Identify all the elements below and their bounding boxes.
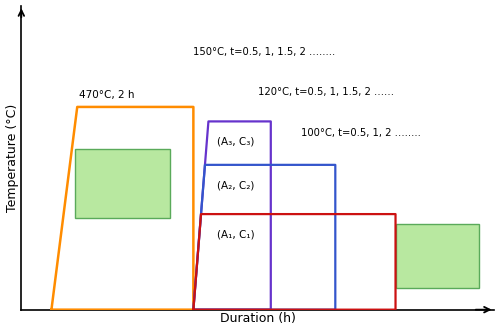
Text: 470°C, 2 h: 470°C, 2 h <box>80 90 135 100</box>
Text: (A₃, C₃): (A₃, C₃) <box>217 137 254 147</box>
Y-axis label: Temperature (°C): Temperature (°C) <box>6 104 18 212</box>
Text: Aging
treatment: Aging treatment <box>409 245 466 267</box>
FancyBboxPatch shape <box>396 224 479 288</box>
Text: 120°C, t=0.5, 1, 1.5, 2 ……: 120°C, t=0.5, 1, 1.5, 2 …… <box>258 87 394 97</box>
Text: (A₁, C₁): (A₁, C₁) <box>217 229 254 239</box>
Text: (A₂, C₂): (A₂, C₂) <box>217 180 254 190</box>
Text: 150°C, t=0.5, 1, 1.5, 2 ….....: 150°C, t=0.5, 1, 1.5, 2 …..... <box>194 47 336 57</box>
X-axis label: Duration (h): Duration (h) <box>220 312 296 325</box>
Text: Solution
treatment: Solution treatment <box>94 173 150 195</box>
Text: 100°C, t=0.5, 1, 2 ….....: 100°C, t=0.5, 1, 2 …..... <box>301 128 421 138</box>
FancyBboxPatch shape <box>75 149 170 218</box>
